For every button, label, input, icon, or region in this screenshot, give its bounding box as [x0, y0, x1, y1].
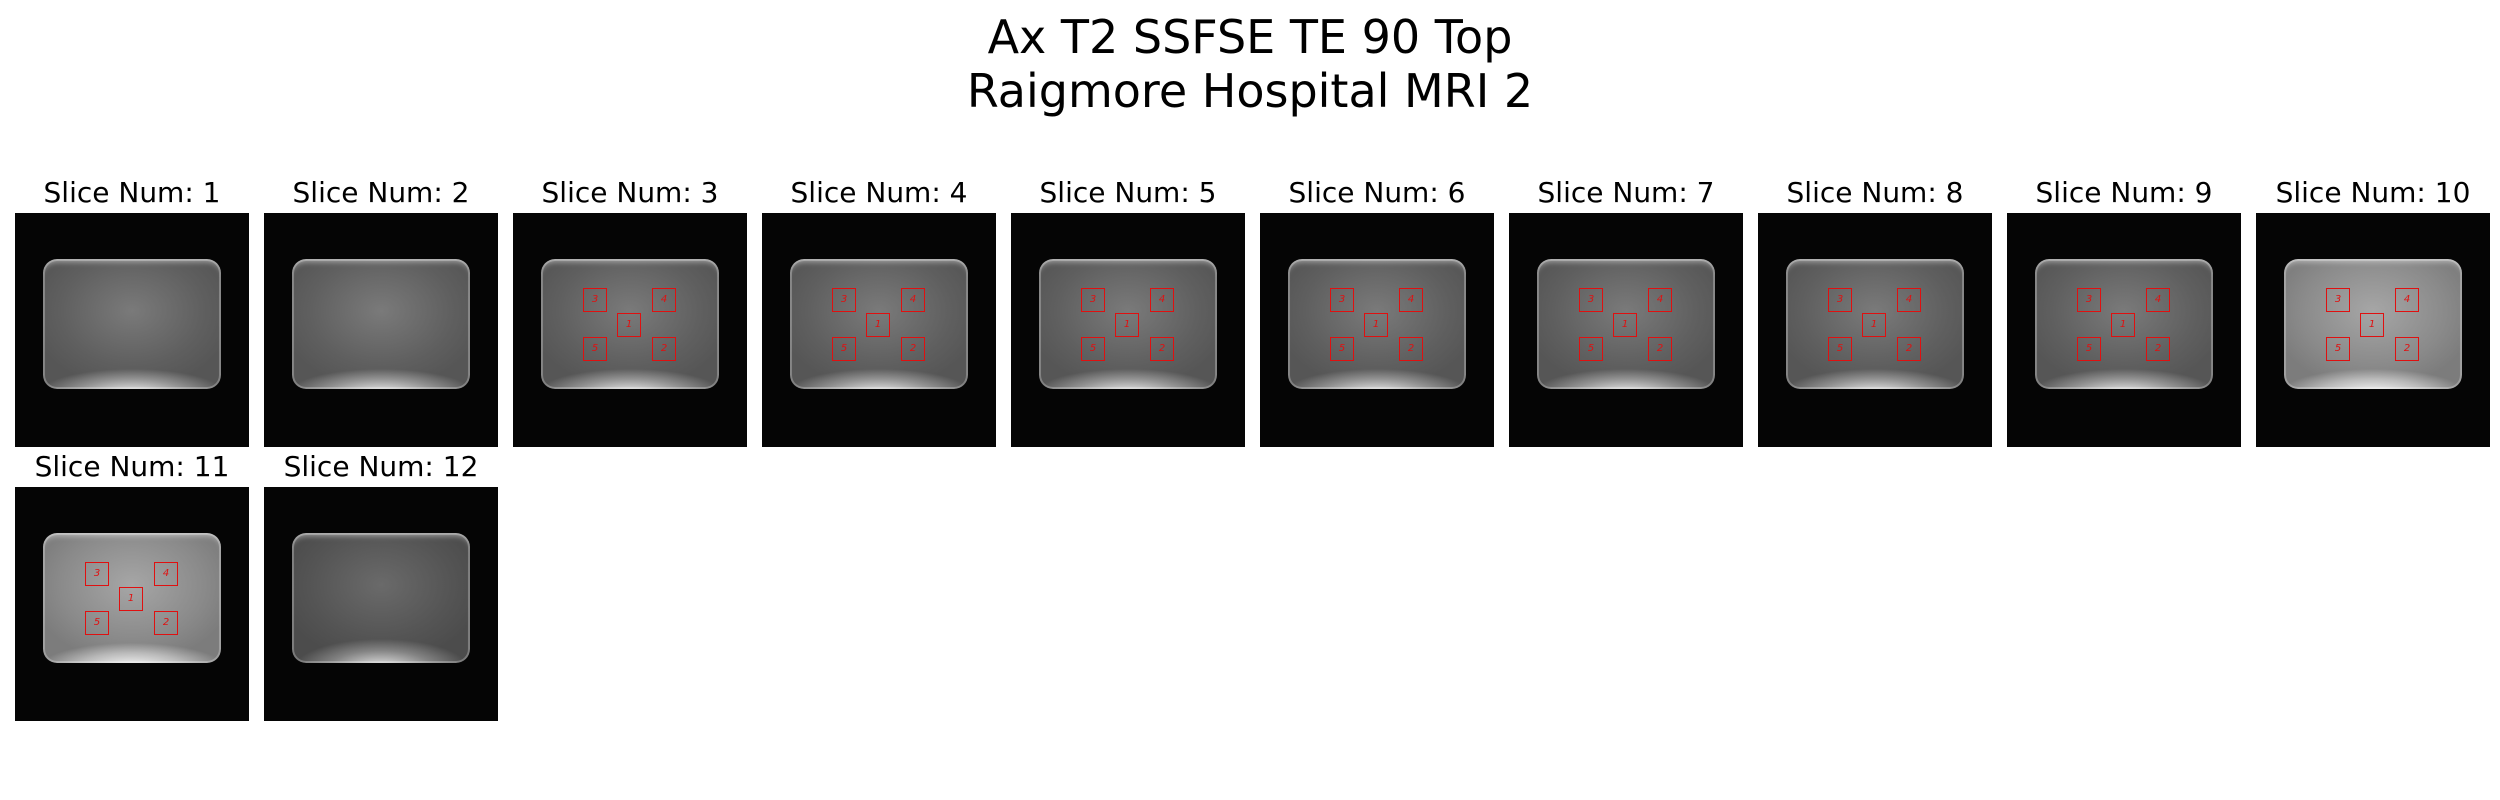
roi-box: 5	[832, 337, 856, 361]
roi-box: 1	[2360, 313, 2384, 337]
roi-box: 4	[652, 288, 676, 312]
slice-panel: Slice Num: 11 1 2 3 4 5	[15, 451, 249, 721]
roi-box: 3	[832, 288, 856, 312]
roi-box: 2	[154, 611, 178, 635]
roi-box: 3	[1081, 288, 1105, 312]
slice-title: Slice Num: 4	[790, 176, 968, 209]
slice-title: Slice Num: 1	[43, 176, 221, 209]
phantom-cross-section	[292, 533, 470, 663]
roi-box: 5	[1330, 337, 1354, 361]
slice-title: Slice Num: 12	[283, 450, 479, 483]
roi-box: 4	[154, 562, 178, 586]
slice-title: Slice Num: 6	[1288, 176, 1466, 209]
slice-title: Slice Num: 2	[292, 176, 470, 209]
figure-title: Ax T2 SSFSE TE 90 Top Raigmore Hospital …	[0, 10, 2500, 118]
slice-title: Slice Num: 7	[1537, 176, 1715, 209]
mri-slice-image	[264, 213, 498, 447]
roi-box: 5	[2077, 337, 2101, 361]
roi-box: 2	[2395, 337, 2419, 361]
slice-panel: Slice Num: 1	[15, 177, 249, 447]
roi-box: 5	[1579, 337, 1603, 361]
roi-box: 1	[1115, 313, 1139, 337]
roi-box: 1	[2111, 313, 2135, 337]
slice-panel: Slice Num: 10 1 2 3 4 5	[2256, 177, 2490, 447]
roi-box: 4	[1150, 288, 1174, 312]
roi-box: 2	[901, 337, 925, 361]
slice-title: Slice Num: 8	[1786, 176, 1964, 209]
roi-box: 5	[1828, 337, 1852, 361]
figure-title-line-1: Ax T2 SSFSE TE 90 Top	[987, 10, 1513, 64]
slice-panel: Slice Num: 12	[264, 451, 498, 721]
roi-box: 3	[2077, 288, 2101, 312]
figure-title-line-2: Raigmore Hospital MRI 2	[966, 64, 1534, 118]
phantom-cross-section	[292, 259, 470, 389]
roi-box: 2	[1648, 337, 1672, 361]
roi-box: 2	[1399, 337, 1423, 361]
roi-box: 5	[583, 337, 607, 361]
roi-box: 4	[1897, 288, 1921, 312]
roi-box: 3	[1828, 288, 1852, 312]
slice-title: Slice Num: 9	[2035, 176, 2213, 209]
roi-box: 4	[2395, 288, 2419, 312]
roi-box: 2	[652, 337, 676, 361]
roi-box: 3	[1579, 288, 1603, 312]
roi-box: 4	[2146, 288, 2170, 312]
roi-box: 5	[1081, 337, 1105, 361]
roi-box: 1	[1364, 313, 1388, 337]
roi-box: 1	[1862, 313, 1886, 337]
roi-box: 2	[1150, 337, 1174, 361]
roi-box: 4	[901, 288, 925, 312]
slice-title: Slice Num: 10	[2275, 176, 2471, 209]
roi-box: 4	[1399, 288, 1423, 312]
roi-box: 3	[85, 562, 109, 586]
roi-box: 3	[2326, 288, 2350, 312]
roi-box: 2	[1897, 337, 1921, 361]
roi-box: 4	[1648, 288, 1672, 312]
roi-box: 5	[2326, 337, 2350, 361]
roi-box: 1	[1613, 313, 1637, 337]
slice-title: Slice Num: 5	[1039, 176, 1217, 209]
roi-box: 2	[2146, 337, 2170, 361]
mri-slice-image	[15, 213, 249, 447]
roi-box: 1	[617, 313, 641, 337]
roi-box: 1	[866, 313, 890, 337]
slice-title: Slice Num: 11	[34, 450, 230, 483]
roi-box: 3	[583, 288, 607, 312]
roi-box: 1	[119, 587, 143, 611]
mri-slice-image	[264, 487, 498, 721]
slice-title: Slice Num: 3	[541, 176, 719, 209]
roi-box: 5	[85, 611, 109, 635]
roi-box: 3	[1330, 288, 1354, 312]
phantom-cross-section	[43, 259, 221, 389]
slice-panel: Slice Num: 2	[264, 177, 498, 447]
